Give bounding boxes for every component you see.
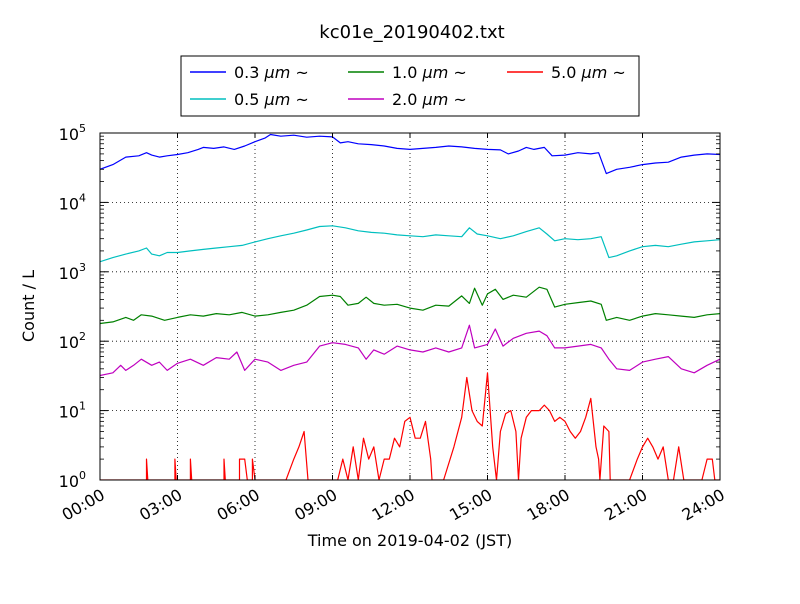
legend-label: 0.3 μm ~ bbox=[234, 63, 309, 82]
y-tick-label: 103 bbox=[59, 261, 86, 283]
legend: 0.3 μm ~ 0.5 μm ~ 1.0 μm ~ 2.0 μm ~ 5.0 μm ~ bbox=[180, 55, 640, 117]
x-tick-label: 03:00 bbox=[136, 485, 185, 525]
legend-label: 1.0 μm ~ bbox=[392, 63, 467, 82]
series-layer bbox=[100, 133, 720, 480]
x-tick-label: 06:00 bbox=[214, 485, 263, 525]
y-tick-label: 102 bbox=[59, 330, 86, 352]
x-tick-label: 24:00 bbox=[679, 485, 728, 525]
series-line-3 bbox=[100, 286, 720, 325]
legend-item-4: 2.0 μm ~ bbox=[348, 90, 467, 109]
legend-item-3: 1.0 μm ~ bbox=[348, 63, 467, 82]
series-line-4 bbox=[100, 324, 720, 377]
y-tick-label: 101 bbox=[59, 400, 86, 422]
legend-box bbox=[180, 55, 640, 117]
legend-item-1: 0.3 μm ~ bbox=[190, 63, 309, 82]
y-tick-label: 104 bbox=[59, 191, 86, 213]
series-line-2 bbox=[100, 225, 720, 263]
chart-title: kc01e_20190402.txt bbox=[319, 22, 504, 43]
legend-item-5: 5.0 μm ~ bbox=[507, 63, 626, 82]
series-line-5 bbox=[100, 372, 720, 480]
x-tick-labels: 00:00 03:00 06:00 09:00 12:00 15:00 18:00 21:00… bbox=[59, 485, 728, 525]
x-tick-label: 18:00 bbox=[524, 485, 573, 525]
x-tick-label: 09:00 bbox=[291, 485, 340, 525]
x-tick-label: 15:00 bbox=[446, 485, 495, 525]
y-tick-labels: 100 101 102 103 104 105 bbox=[59, 122, 86, 491]
series-line-1 bbox=[100, 133, 720, 175]
x-tick-label: 12:00 bbox=[369, 485, 418, 525]
legend-label: 5.0 μm ~ bbox=[551, 63, 626, 82]
legend-item-2: 0.5 μm ~ bbox=[190, 90, 309, 109]
y-axis-label: Count / L bbox=[19, 270, 38, 342]
legend-label: 0.5 μm ~ bbox=[234, 90, 309, 109]
x-tick-label: 21:00 bbox=[601, 485, 650, 525]
y-tick-label: 100 bbox=[59, 469, 86, 491]
ticks bbox=[99, 132, 721, 481]
x-axis-label: Time on 2019-04-02 (JST) bbox=[307, 531, 512, 550]
y-tick-label: 105 bbox=[59, 122, 86, 144]
grid bbox=[100, 133, 720, 480]
legend-label: 2.0 μm ~ bbox=[392, 90, 467, 109]
